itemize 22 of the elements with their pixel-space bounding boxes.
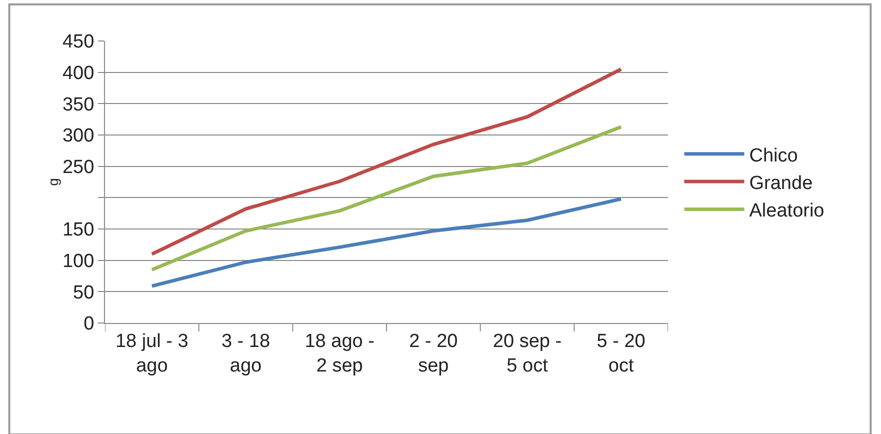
y-tick-label: 50	[73, 282, 94, 304]
x-tick-label: 20 sep - 5 oct	[492, 330, 562, 376]
x-tick-label: 18 jul - 3 ago	[115, 330, 188, 376]
x-tick-label: 3 - 18 ago	[221, 330, 270, 376]
line-series	[150, 67, 623, 256]
legend-label: Chico	[749, 145, 798, 166]
line-series	[150, 125, 623, 272]
x-tick-label: 5 - 20 oct	[596, 330, 646, 376]
y-tick-label: 150	[62, 220, 94, 241]
legend-label: Grande	[749, 172, 813, 194]
y-tick-label: 450	[62, 32, 94, 53]
line-series	[150, 197, 623, 288]
y-tick-label: 250	[62, 156, 94, 178]
x-tick-label: 18 ago - 2 sep	[304, 330, 374, 376]
y-tick-label: 350	[62, 94, 94, 116]
y-tick-label: 400	[62, 62, 94, 84]
y-axis-title: g	[45, 178, 62, 186]
y-tick-label: 0	[84, 314, 94, 335]
x-tick-label: 2 - 20 sep	[409, 330, 458, 376]
legend-label: Aleatorio	[749, 200, 824, 222]
y-tick-label: 100	[62, 250, 94, 272]
y-tick-label: 300	[62, 126, 94, 147]
